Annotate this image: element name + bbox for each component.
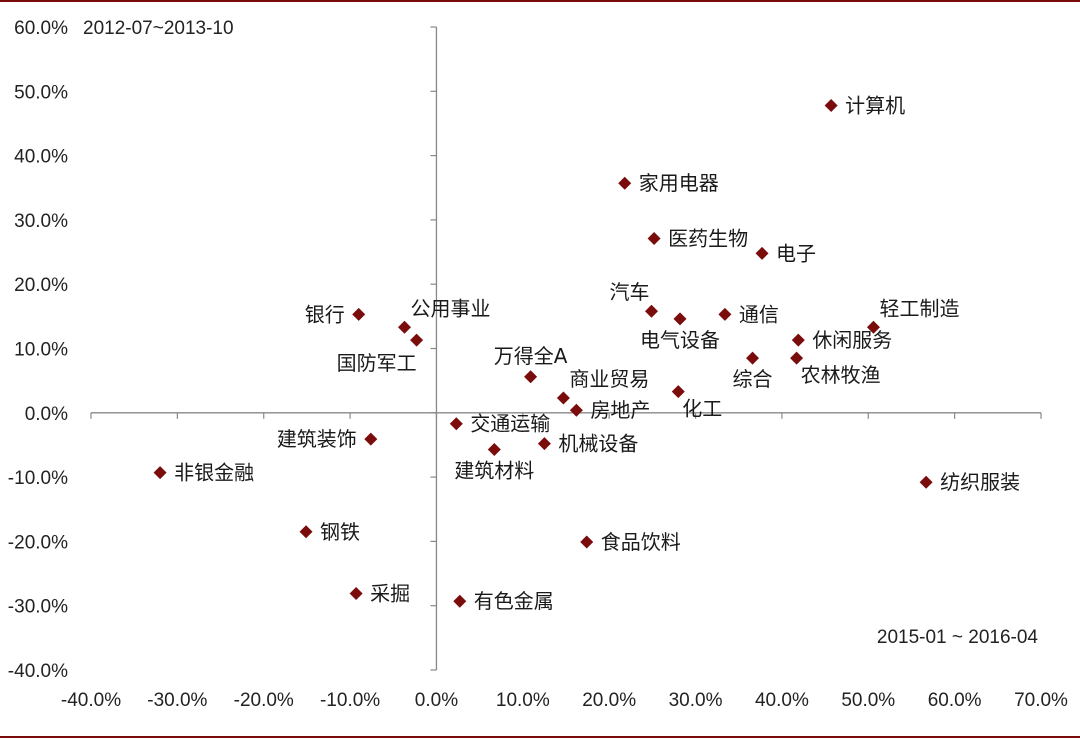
data-point <box>524 370 538 384</box>
y-tick-label: 10.0% <box>14 340 68 361</box>
data-point <box>153 466 167 480</box>
data-label: 银行 <box>305 302 345 326</box>
x-tick-label: -30.0% <box>147 690 207 711</box>
data-point <box>919 475 933 489</box>
data-point <box>487 442 501 456</box>
x-tick-label: 60.0% <box>928 690 982 711</box>
annotation-top-left: 2012-07~2013-10 <box>83 18 234 39</box>
data-label: 计算机 <box>845 93 905 117</box>
data-point <box>556 391 570 405</box>
data-point <box>580 535 594 549</box>
y-tick-label: -20.0% <box>8 532 68 553</box>
x-tick-label: 30.0% <box>669 690 723 711</box>
x-tick-label: 10.0% <box>496 690 550 711</box>
y-tick-label: -40.0% <box>8 661 68 682</box>
data-label: 农林牧渔 <box>801 363 881 387</box>
data-label: 非银金融 <box>174 461 254 485</box>
data-label: 采掘 <box>370 581 410 605</box>
y-tick-label: -10.0% <box>8 468 68 489</box>
y-tick-label: -30.0% <box>8 597 68 618</box>
x-tick-label: -10.0% <box>320 690 380 711</box>
y-tick-label: 20.0% <box>14 275 68 296</box>
data-label: 汽车 <box>610 280 650 304</box>
data-label: 钢铁 <box>320 520 360 544</box>
data-label: 建筑装饰 <box>277 427 357 451</box>
y-tick-label: 60.0% <box>14 18 68 39</box>
data-label: 电子 <box>776 241 816 265</box>
x-tick-label: 40.0% <box>755 690 809 711</box>
data-label: 通信 <box>739 302 779 326</box>
y-tick-label: 40.0% <box>14 147 68 168</box>
data-point <box>398 320 411 334</box>
axes <box>90 26 1042 671</box>
data-label: 国防军工 <box>337 351 417 375</box>
data-label: 建筑材料 <box>454 458 534 482</box>
data-point <box>791 333 805 347</box>
data-point <box>569 403 583 417</box>
data-point <box>718 307 732 321</box>
data-point <box>537 437 551 451</box>
data-label: 轻工制造 <box>879 296 959 320</box>
data-label: 医药生物 <box>668 227 748 251</box>
x-tick-label: 70.0% <box>1014 690 1068 711</box>
data-label: 综合 <box>733 367 773 391</box>
data-label: 电气设备 <box>640 328 720 352</box>
data-point <box>824 98 838 112</box>
data-label: 纺织服装 <box>940 470 1020 494</box>
data-point <box>866 320 880 334</box>
data-point <box>352 307 366 321</box>
data-label: 房地产 <box>590 398 650 422</box>
data-point <box>673 312 687 326</box>
data-point <box>453 594 467 608</box>
data-label: 万得全A <box>494 344 568 368</box>
data-point <box>349 586 363 600</box>
data-label: 商业贸易 <box>569 367 649 391</box>
data-label: 休闲服务 <box>812 328 892 352</box>
data-label: 食品饮料 <box>601 530 681 554</box>
annotation-bottom-right: 2015-01 ~ 2016-04 <box>877 627 1039 648</box>
x-tick-label: -40.0% <box>61 690 121 711</box>
data-point <box>364 432 378 446</box>
data-label: 公用事业 <box>411 296 491 320</box>
data-point <box>671 385 685 399</box>
x-tick-label: 0.0% <box>415 690 458 711</box>
data-label: 化工 <box>682 397 722 421</box>
data-point <box>299 525 313 539</box>
data-label: 机械设备 <box>558 432 638 456</box>
y-tick-label: 30.0% <box>14 211 68 232</box>
data-point <box>790 351 804 365</box>
data-point <box>645 304 658 318</box>
x-tick-label: -20.0% <box>234 690 294 711</box>
data-label: 交通运输 <box>470 412 550 436</box>
data-point <box>647 232 661 246</box>
data-point <box>410 333 424 347</box>
x-tick-label: 50.0% <box>841 690 895 711</box>
data-point <box>755 246 769 260</box>
data-point <box>746 351 760 365</box>
data-label: 有色金属 <box>474 589 554 613</box>
y-tick-label: 50.0% <box>14 82 68 103</box>
y-tick-label: 0.0% <box>25 404 68 425</box>
data-point <box>618 176 632 190</box>
tick-labels: -40.0% -30.0% -20.0% -10.0% 0.0% 10.0% 20.0% 30… <box>8 18 1068 711</box>
data-point <box>449 417 463 431</box>
x-tick-label: 20.0% <box>582 690 636 711</box>
data-label: 家用电器 <box>639 171 719 195</box>
